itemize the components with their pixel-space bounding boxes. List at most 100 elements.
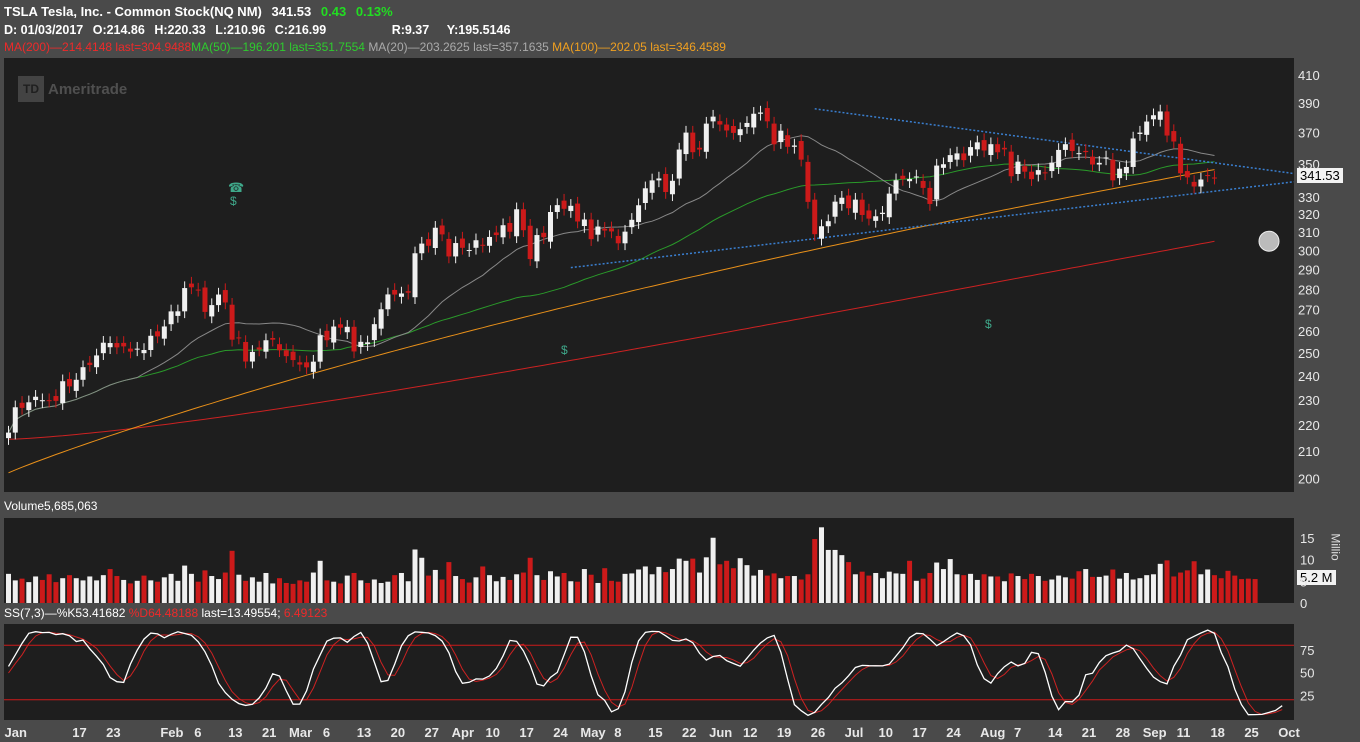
stoch-last-label: last=13.49554; xyxy=(201,606,281,620)
candle-body xyxy=(1205,175,1211,177)
ma20-name: MA(20) xyxy=(368,40,408,54)
close-readout: C:216.99 xyxy=(274,23,327,37)
volume-bar xyxy=(141,575,147,603)
x-tick-label: 7 xyxy=(1014,725,1021,740)
x-tick-label: 8 xyxy=(614,725,621,740)
candle-body xyxy=(636,205,642,223)
volume-bar xyxy=(188,573,194,603)
volume-bar xyxy=(649,574,655,603)
price-pane[interactable] xyxy=(4,58,1294,492)
candle-body xyxy=(249,351,255,362)
volume-bar xyxy=(1049,579,1055,603)
candle-body xyxy=(351,326,357,352)
candle-body xyxy=(927,187,933,204)
candle-body xyxy=(629,219,635,228)
candle-body xyxy=(669,180,675,195)
candle-body xyxy=(73,379,79,391)
candle-body xyxy=(1029,171,1035,180)
candle-body xyxy=(1096,162,1102,165)
candle-body xyxy=(304,362,310,368)
volume-bar xyxy=(392,575,398,603)
volume-bar xyxy=(310,572,316,603)
volume-bar xyxy=(697,572,703,603)
price-tick-label: 240 xyxy=(1298,369,1320,384)
volume-bar xyxy=(527,557,533,603)
volume-bar xyxy=(127,583,133,603)
volume-bar xyxy=(920,578,926,603)
volume-bar xyxy=(683,560,689,603)
volume-bar xyxy=(419,557,425,603)
volume-bar xyxy=(39,579,45,603)
candle-body xyxy=(324,330,330,341)
phone-icon: ☎ xyxy=(228,180,245,195)
candle-body xyxy=(548,212,553,242)
volume-bar xyxy=(1232,575,1238,603)
volume-bar xyxy=(297,580,303,603)
candle-body xyxy=(182,288,188,312)
volume-bar xyxy=(778,578,784,603)
candle-body xyxy=(405,291,411,293)
candle-body xyxy=(337,324,343,328)
ma200-last: last=304.9488 xyxy=(115,40,192,54)
volume-bar xyxy=(426,575,432,603)
volume-bar xyxy=(669,569,675,603)
volume-bar xyxy=(12,580,18,603)
stoch-k-label: %K53.41682 xyxy=(56,606,126,620)
candle-body xyxy=(751,113,757,128)
candle-body xyxy=(87,362,93,365)
candle-body xyxy=(954,153,960,160)
candle-body xyxy=(263,340,269,352)
volume-bar xyxy=(866,575,872,603)
candle-body xyxy=(209,305,215,317)
candle-body xyxy=(439,225,445,235)
candle-body xyxy=(1157,111,1163,120)
volume-bar xyxy=(751,575,757,603)
stoch-tick-label: 50 xyxy=(1300,666,1314,681)
candle-body xyxy=(412,253,418,298)
candle-body xyxy=(527,225,533,260)
x-tick-label: 26 xyxy=(811,725,825,740)
volume-bar xyxy=(1083,569,1089,603)
price-tick-label: 320 xyxy=(1298,207,1320,222)
candle-body xyxy=(744,122,750,127)
candle-body xyxy=(697,147,703,150)
volume-bar xyxy=(744,565,750,603)
volume-bar xyxy=(900,573,906,603)
candle-body xyxy=(283,350,289,357)
y-readout: Y:195.5146 xyxy=(446,23,511,37)
x-tick-label: 17 xyxy=(72,725,86,740)
candle-body xyxy=(805,161,811,202)
volume-bar xyxy=(568,581,574,603)
watermark: TD Ameritrade xyxy=(18,76,127,102)
earnings-marker-icon-2: $ xyxy=(985,317,992,331)
volume-bar xyxy=(6,573,11,603)
candle-body xyxy=(1090,156,1095,165)
volume-bar xyxy=(243,580,249,603)
volume-bar xyxy=(324,580,330,603)
volume-bar xyxy=(724,560,730,603)
candle-body xyxy=(839,197,845,204)
candle-body xyxy=(690,132,696,153)
candle-body xyxy=(453,243,459,257)
symbol-name: TSLA Tesla, Inc. - Common Stock(NQ NM) xyxy=(4,4,262,19)
volume-bar xyxy=(459,579,465,603)
ma200-line xyxy=(8,240,1215,440)
candle-body xyxy=(710,116,716,122)
candle-body xyxy=(1191,181,1197,187)
candle-body xyxy=(1103,157,1109,159)
volume-bar xyxy=(365,582,371,603)
candle-body xyxy=(419,243,425,254)
volume-bar xyxy=(588,574,594,603)
volume-bar xyxy=(602,568,608,603)
candle-body xyxy=(216,294,222,306)
candle-body xyxy=(1001,147,1007,150)
volume-bar xyxy=(304,581,310,603)
candle-body xyxy=(920,180,926,188)
volume-bar xyxy=(114,576,120,603)
volume-bar xyxy=(622,573,628,603)
x-tick-label: 24 xyxy=(946,725,961,740)
volume-bar xyxy=(148,580,154,603)
volume-bar xyxy=(1164,560,1170,603)
candle-body xyxy=(1171,131,1177,142)
